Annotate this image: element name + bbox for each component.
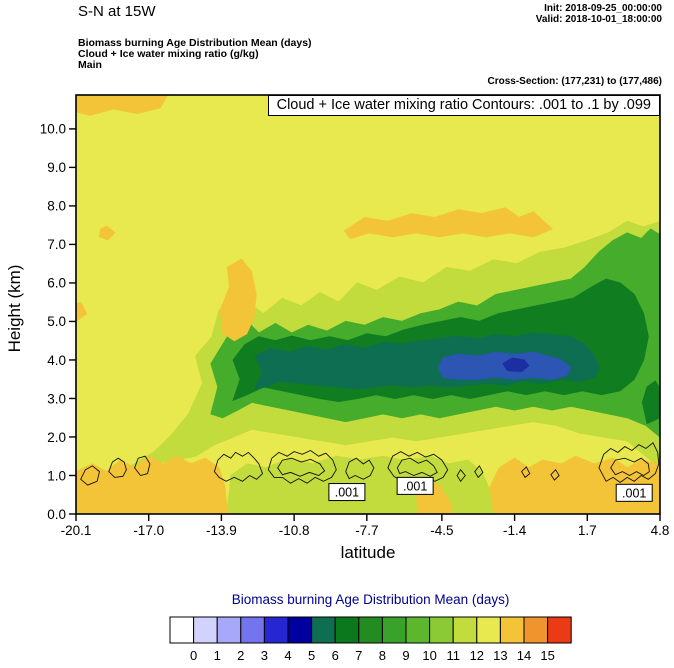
cloud-contour-line xyxy=(456,468,466,483)
colorbar-swatch xyxy=(523,616,549,644)
colorbar-tick-label: 5 xyxy=(308,648,315,663)
colorbar-tick-label: 7 xyxy=(355,648,362,663)
colorbar-swatch xyxy=(334,616,360,644)
cross-section-label: Cross-Section: (177,231) to (177,486) xyxy=(487,76,662,87)
field-description-block: Biomass burning Age Distribution Mean (d… xyxy=(78,38,312,71)
colorbar-swatch xyxy=(381,616,407,644)
cloud-contour-line xyxy=(474,465,484,479)
colorbar-tick-label: 1 xyxy=(214,648,221,663)
valid-time: Valid: 2018-10-01_18:00:00 xyxy=(535,14,662,25)
colorbar-swatch xyxy=(499,616,525,644)
x-tick-label: -7.7 xyxy=(355,523,378,538)
cloud-contour-line xyxy=(277,457,326,477)
contour-label-box xyxy=(396,476,434,495)
colorbar-swatch xyxy=(311,616,336,644)
colorbar-swatch xyxy=(405,616,431,644)
y-tick-label: 9.0 xyxy=(47,160,66,175)
colorbar-tick-label: 4 xyxy=(284,648,291,663)
y-tick-label: 7.0 xyxy=(47,237,66,252)
colorbar-swatch xyxy=(193,616,218,644)
field-region-orange-bottom-left xyxy=(76,455,228,514)
cloud-contour-line xyxy=(80,465,101,486)
x-tick-label: -10.8 xyxy=(279,523,310,538)
y-tick-label: 8.0 xyxy=(47,199,66,214)
domain-label: Main xyxy=(78,59,102,71)
contour-label-text: .001 xyxy=(403,479,427,493)
contour-label-text: .001 xyxy=(622,486,646,500)
colorbar-swatch xyxy=(240,616,265,644)
field-region-orange-top-left-corner xyxy=(76,95,169,116)
colorbar-swatch xyxy=(263,616,289,644)
y-tick-label: 6.0 xyxy=(47,276,66,291)
contour-label-text: .001 xyxy=(335,486,359,500)
colorbar-swatch xyxy=(429,616,454,644)
field-layer: .001 .001 .001 xyxy=(76,95,660,514)
x-tick-label: -17.0 xyxy=(133,523,164,538)
colorbar-swatch xyxy=(169,616,195,644)
y-axis-label: Height (km) xyxy=(5,265,24,353)
colorbar-tick-label: 11 xyxy=(446,648,460,663)
colorbar-swatch xyxy=(287,616,313,644)
x-tick-label: -4.5 xyxy=(430,523,453,538)
colorbar-swatch xyxy=(452,616,478,644)
contour-label-box xyxy=(615,483,653,502)
colorbar-tick-label: 0 xyxy=(190,648,197,663)
x-tick-label: 1.7 xyxy=(578,523,597,538)
cloud-contour-line xyxy=(267,449,337,484)
colorbar-tick-label: 15 xyxy=(540,648,554,663)
cloud-contour-line xyxy=(598,442,660,483)
contour-info-box: Cloud + Ice water mixing ratio Contours:… xyxy=(267,95,660,116)
colorbar-swatch xyxy=(547,616,572,644)
cloud-contour-line xyxy=(610,457,650,477)
contour-label-box xyxy=(328,483,366,502)
section-title: S-N at 15W xyxy=(78,3,156,20)
colorbar-title: Biomass burning Age Distribution Mean (d… xyxy=(232,592,510,607)
field-region-orange-speck-left-edge-5km xyxy=(76,301,88,323)
shaded-field-label: Biomass burning Age Distribution Mean (d… xyxy=(78,37,312,49)
cloud-contour-line xyxy=(550,468,560,481)
init-valid-block: Init: 2018-09-25_00:00:00 Valid: 2018-10… xyxy=(536,3,662,25)
colorbar-tick-label: 12 xyxy=(470,648,484,663)
cloud-contour-line xyxy=(521,466,531,479)
colorbar-swatch xyxy=(216,616,242,644)
y-tick-label: 10.0 xyxy=(40,122,66,137)
y-tick-label: 2.0 xyxy=(47,430,66,445)
cloud-contour-line xyxy=(108,457,127,478)
y-tick-label: 4.0 xyxy=(47,353,66,368)
colorbar-tick-label: 2 xyxy=(237,648,244,663)
y-tick-label: 3.0 xyxy=(47,391,66,406)
y-tick-label: 0.0 xyxy=(47,507,66,522)
colorbar-tick-label: 13 xyxy=(493,648,507,663)
colorbar-swatch xyxy=(358,616,383,644)
x-tick-label: -20.1 xyxy=(61,523,92,538)
y-tick-label: 5.0 xyxy=(47,314,66,329)
x-axis-label: latitude xyxy=(341,543,396,562)
x-tick-label: 4.8 xyxy=(651,523,670,538)
x-tick-label: -13.9 xyxy=(206,523,237,538)
colorbar-tick-label: 3 xyxy=(261,648,268,663)
field-region-dark-green-right-edge-streak xyxy=(641,380,660,425)
field-region-orange-speck-left-7km xyxy=(98,225,116,241)
colorbar-tick-label: 14 xyxy=(517,648,531,663)
colorbar-tick-label: 9 xyxy=(402,648,409,663)
field-region-orange-mid-left-blob xyxy=(219,258,257,342)
cloud-contour-line xyxy=(213,451,264,482)
y-tick-label: 1.0 xyxy=(47,468,66,483)
contour-field-label: Cloud + Ice water mixing ratio (g/kg) xyxy=(78,48,259,60)
init-time: Init: 2018-09-25_00:00:00 xyxy=(544,3,662,14)
colorbar-swatch xyxy=(476,616,501,644)
colorbar-tick-label: 6 xyxy=(332,648,339,663)
colorbar-tick-label: 10 xyxy=(422,648,436,663)
colorbar-tick-label: 8 xyxy=(379,648,386,663)
cloud-contour-line xyxy=(345,457,375,480)
x-tick-label: -1.4 xyxy=(503,523,527,538)
field-region-orange-upper-strip xyxy=(343,207,554,240)
cloud-contour-line xyxy=(134,455,151,477)
cloud-contour-line xyxy=(396,457,438,477)
field-region-navy-inner-core xyxy=(502,357,530,373)
